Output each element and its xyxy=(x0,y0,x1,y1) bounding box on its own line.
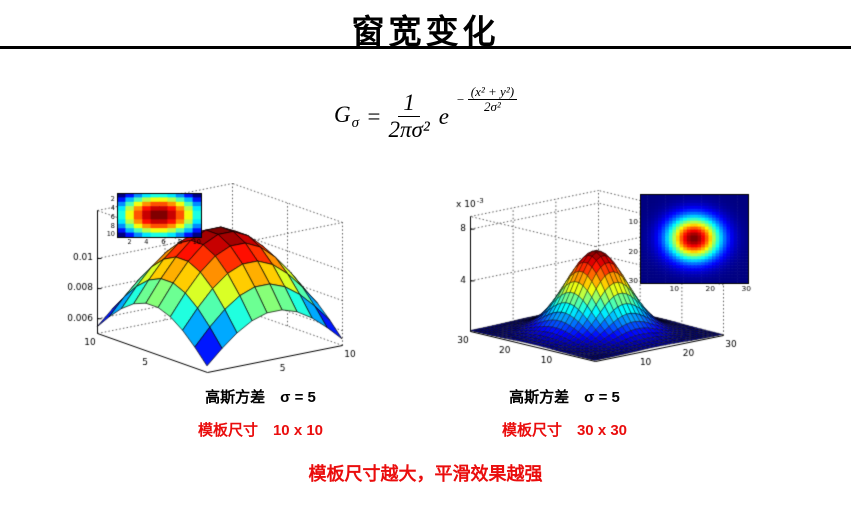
formula-sigma-subscript: σ xyxy=(351,115,359,132)
coefficient-fraction: 1 2πσ² xyxy=(389,90,430,144)
gaussian-formula: Gσ = 1 2πσ² e − (x² + y²) 2σ² xyxy=(0,84,851,144)
exponent-denominator: 2σ² xyxy=(484,99,501,115)
title-underline xyxy=(0,46,851,49)
right-template-size-caption: 模板尺寸 30 x 30 xyxy=(501,422,628,439)
formula-G: G xyxy=(333,101,351,127)
conclusion-text: 模板尺寸越大，平滑效果越强 xyxy=(308,464,543,484)
kernel-heatmap-inset-30x30 xyxy=(622,190,762,294)
right-variance-caption: 高斯方差 σ = 5 xyxy=(509,389,620,406)
exponent-minus-sign: − xyxy=(456,91,465,107)
left-template-size-caption: 模板尺寸 10 x 10 xyxy=(197,422,324,439)
kernel-heatmap-inset-10x10 xyxy=(101,192,207,252)
exponent: − (x² + y²) 2σ² xyxy=(456,84,518,116)
coefficient-denominator: 2πσ² xyxy=(388,117,430,143)
exponent-numerator: (x² + y²) xyxy=(467,84,518,101)
slide-title: 窗宽变化 xyxy=(351,13,500,50)
formula-equals-sign: = xyxy=(365,103,382,129)
formula-lhs: Gσ xyxy=(334,102,359,133)
left-variance-caption: 高斯方差 σ = 5 xyxy=(205,389,316,406)
formula-e: e xyxy=(438,103,449,129)
coefficient-numerator: 1 xyxy=(398,90,420,118)
exponent-fraction: (x² + y²) 2σ² xyxy=(467,84,518,116)
